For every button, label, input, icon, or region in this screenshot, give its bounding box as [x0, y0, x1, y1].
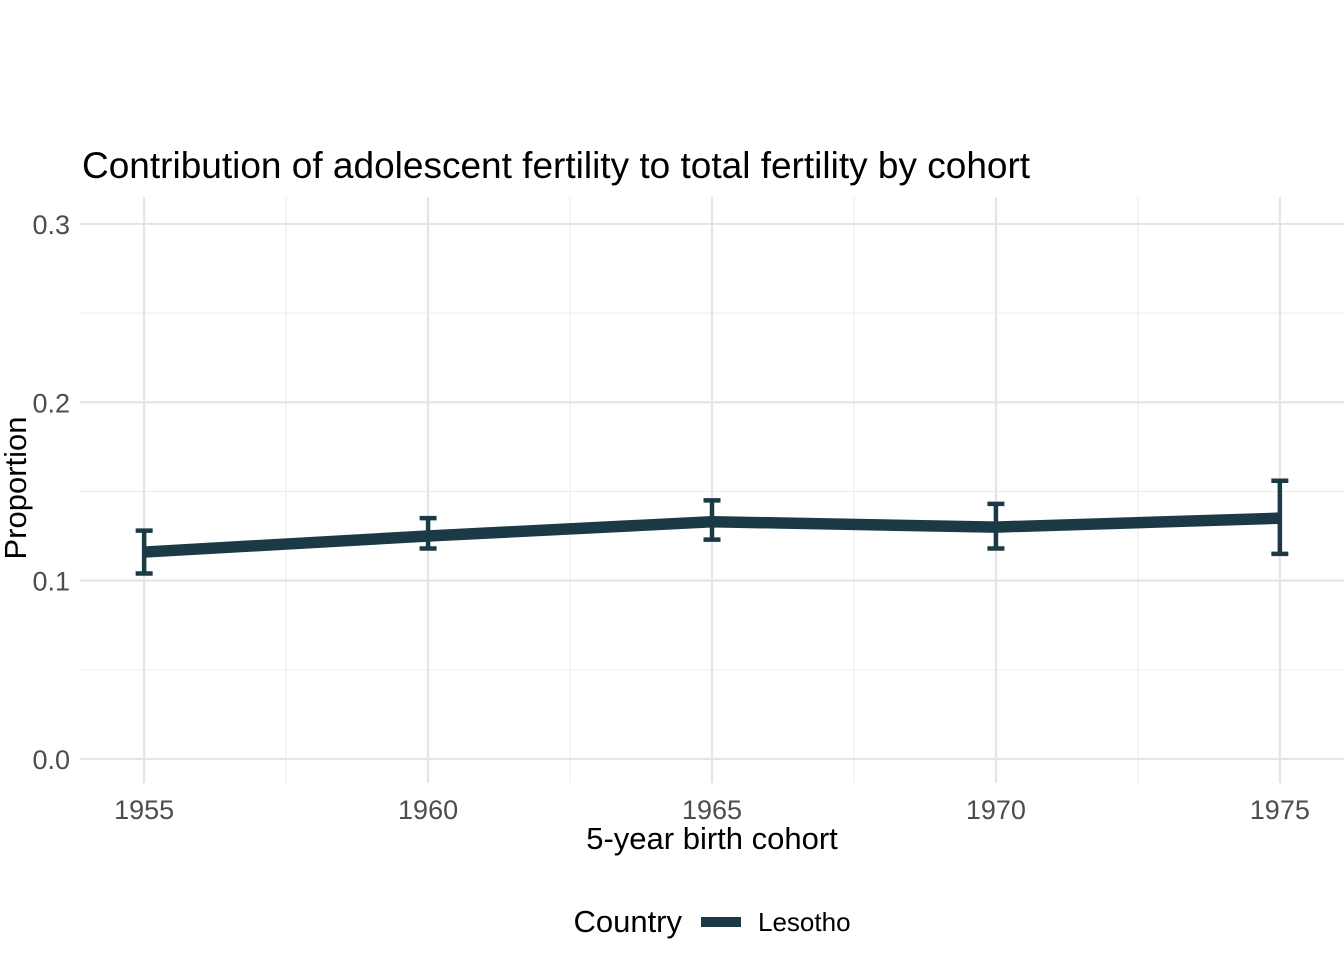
y-tick-label: 0.1: [32, 567, 70, 597]
x-tick-label: 1955: [114, 795, 174, 825]
chart-title: Contribution of adolescent fertility to …: [82, 145, 1031, 186]
y-tick-label: 0.3: [32, 210, 70, 240]
legend-swatch-line-icon: [701, 917, 741, 927]
legend-title: Country: [573, 904, 682, 939]
legend-item-lesotho: Lesotho: [758, 906, 851, 937]
x-tick-label: 1960: [398, 795, 458, 825]
series-line-lesotho: [143, 512, 1281, 558]
legend: Country Lesotho: [80, 898, 1344, 946]
y-tick-label: 0.2: [32, 388, 70, 418]
x-axis-title: 5-year birth cohort: [586, 821, 838, 856]
x-tick-label: 1970: [966, 795, 1026, 825]
x-tick-label: 1975: [1250, 795, 1310, 825]
x-tick-label: 1965: [682, 795, 742, 825]
y-tick-label: 0.0: [32, 745, 70, 775]
